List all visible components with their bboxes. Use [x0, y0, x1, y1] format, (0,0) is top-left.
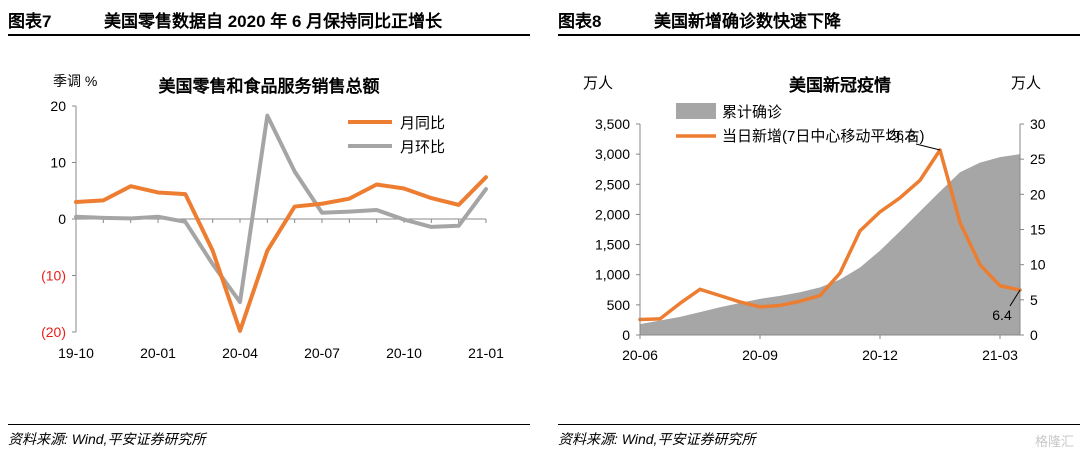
right-y-tick-label: 0 [1030, 327, 1038, 343]
figure-7-panel: 图表7 美国零售数据自 2020 年 6 月保持同比正增长 美国零售和食品服务销… [8, 0, 530, 456]
x-tick-label: 20-07 [304, 345, 340, 361]
legend-label: 当日新增(7日中心移动平均,右) [722, 128, 925, 145]
chart-title: 美国新冠疫情 [789, 75, 891, 95]
annotation-label: 26.3 [888, 127, 915, 143]
chart-title: 美国零售和食品服务销售总额 [159, 76, 380, 96]
left-y-tick-label: 2,000 [595, 206, 630, 222]
left-y-tick-label: 3,500 [595, 116, 630, 132]
series-line-1 [74, 113, 488, 305]
x-tick-label: 20-09 [742, 347, 778, 363]
figure-8-title: 美国新增确诊数快速下降 [654, 12, 841, 31]
left-axis-unit: 万人 [583, 75, 613, 92]
watermark-logo: 格隆汇 [1034, 434, 1074, 449]
series-line-0 [74, 175, 488, 333]
legend-label: 月同比 [400, 115, 445, 132]
x-tick-label: 19-10 [58, 345, 94, 361]
left-y-tick-label: 3,000 [595, 146, 630, 162]
left-y-tick-label: 1,500 [595, 237, 630, 253]
x-tick-label: 20-10 [386, 345, 422, 361]
annotation-leader [915, 143, 941, 151]
right-y-tick-label: 25 [1030, 151, 1046, 167]
covid-cases-chart: 美国新冠疫情 万人 万人 0 500 1,000 1,500 2,000 2,500 3,000 3… [583, 75, 1046, 363]
x-tick-label: 21-03 [982, 347, 1018, 363]
y-tick-label: (10) [41, 268, 66, 284]
right-axis-unit: 万人 [1011, 75, 1041, 92]
figure-8-panel: 图表8 美国新增确诊数快速下降 美国新冠疫情 万人 万人 0 500 1,000 1,500… [558, 0, 1080, 456]
left-y-tick-label: 1,000 [595, 267, 630, 283]
y-axis-label: 季调 % [53, 73, 97, 89]
figure-7-title: 美国零售数据自 2020 年 6 月保持同比正增长 [104, 12, 443, 31]
annotation-label: 6.4 [992, 307, 1012, 323]
legend-area-swatch [676, 103, 716, 119]
left-y-tick-label: 500 [607, 297, 631, 313]
figure-7-source: 资料来源: Wind,平安证券研究所 [8, 431, 206, 447]
right-y-tick-label: 5 [1030, 292, 1038, 308]
retail-sales-chart: 美国零售和食品服务销售总额 季调 % 20 10 0 (10) (20) 19-10 20-01… [41, 73, 504, 361]
left-y-tick-label: 2,500 [595, 176, 630, 192]
right-y-tick-label: 10 [1030, 257, 1046, 273]
figure-7-header: 图表7 美国零售数据自 2020 年 6 月保持同比正增长 [8, 6, 530, 34]
figure-8-number: 图表8 [558, 12, 602, 31]
figure-7-number: 图表7 [8, 12, 52, 31]
x-tick-label: 20-12 [862, 347, 898, 363]
y-tick-label: (20) [41, 324, 66, 340]
right-y-tick-label: 15 [1030, 222, 1046, 238]
daily-new-cases-line [638, 148, 1022, 322]
right-y-tick-label: 20 [1030, 186, 1046, 202]
cumulative-cases-area [640, 154, 1020, 335]
figure-7-top-rule [8, 34, 530, 36]
x-tick-label: 20-01 [140, 345, 176, 361]
right-y-tick-label: 30 [1030, 116, 1046, 132]
figure-8-bottom-rule [558, 424, 1080, 425]
x-tick-label: 21-01 [468, 345, 504, 361]
figure-8-header: 图表8 美国新增确诊数快速下降 [558, 6, 1080, 34]
x-tick-label: 20-06 [622, 347, 658, 363]
y-tick-label: 20 [50, 98, 66, 114]
figure-8-source: 资料来源: Wind,平安证券研究所 [558, 431, 756, 447]
y-tick-label: 10 [50, 155, 66, 171]
x-tick-label: 20-04 [222, 345, 258, 361]
figure-7-bottom-rule [8, 424, 530, 425]
annotation-leader [1009, 289, 1021, 307]
legend-label: 月环比 [400, 139, 445, 156]
figure-8-top-rule [558, 34, 1080, 36]
legend-label: 累计确诊 [722, 104, 782, 121]
y-tick-label: 0 [58, 211, 66, 227]
left-y-tick-label: 0 [622, 327, 630, 343]
